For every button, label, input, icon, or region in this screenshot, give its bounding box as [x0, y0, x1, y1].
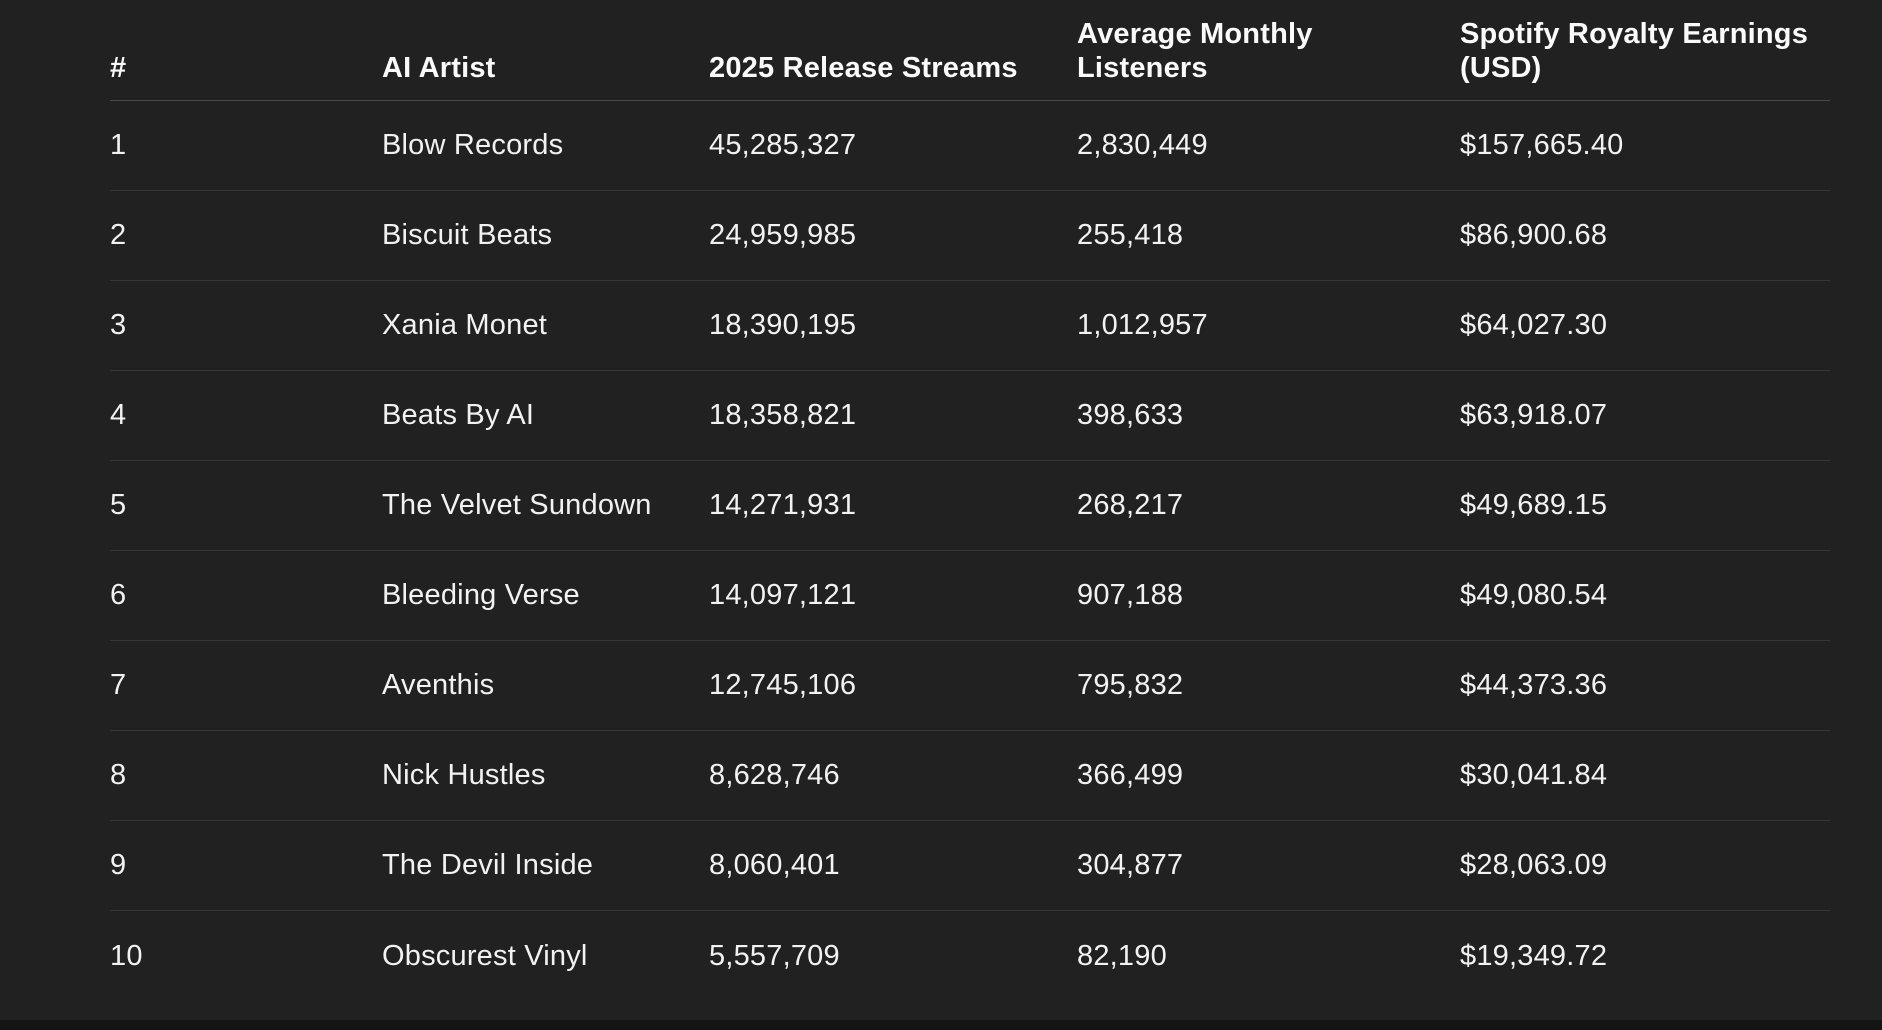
rank-cell: 6 — [110, 579, 127, 611]
table-row: 9 The Devil Inside 8,060,401 304,877 $28… — [110, 821, 1830, 911]
header-earnings-label-line1: Spotify Royalty Earnings — [1460, 18, 1809, 50]
ai-artist-earnings-table: # AI Artist 2025 Release Streams Average… — [110, 0, 1830, 1001]
rank-cell: 4 — [110, 399, 127, 431]
header-listeners: Average Monthly Listeners — [1077, 0, 1460, 100]
earnings-cell: $19,349.72 — [1460, 939, 1608, 972]
rank-cell: 5 — [110, 489, 127, 521]
listeners-cell: 907,188 — [1077, 579, 1184, 611]
header-streams: 2025 Release Streams — [709, 0, 1077, 100]
header-artist-label: AI Artist — [382, 52, 496, 84]
header-listeners-label-line1: Average Monthly — [1077, 18, 1313, 50]
artist-cell: Nick Hustles — [382, 759, 546, 791]
streams-cell: 8,628,746 — [709, 759, 840, 791]
earnings-cell: $157,665.40 — [1460, 129, 1624, 161]
listeners-cell: 398,633 — [1077, 399, 1184, 431]
table-row: 5 The Velvet Sundown 14,271,931 268,217 … — [110, 461, 1830, 551]
viewport-bottom-strip — [0, 1020, 1882, 1030]
listeners-cell: 1,012,957 — [1077, 309, 1208, 341]
header-earnings: Spotify Royalty Earnings (USD) — [1460, 0, 1830, 100]
rank-cell: 2 — [110, 219, 127, 251]
rank-cell: 9 — [110, 849, 127, 881]
earnings-cell: $30,041.84 — [1460, 759, 1608, 791]
listeners-cell: 795,832 — [1077, 669, 1184, 701]
header-rank: # — [110, 0, 382, 100]
earnings-cell: $86,900.68 — [1460, 219, 1608, 251]
earnings-cell: $49,080.54 — [1460, 579, 1608, 611]
artist-cell: Biscuit Beats — [382, 219, 553, 251]
header-artist: AI Artist — [382, 0, 709, 100]
streams-cell: 24,959,985 — [709, 219, 857, 251]
streams-cell: 8,060,401 — [709, 849, 840, 881]
artist-cell: Xania Monet — [382, 309, 548, 341]
artist-cell: Bleeding Verse — [382, 579, 580, 611]
header-streams-label: 2025 Release Streams — [709, 52, 1018, 84]
streams-cell: 14,097,121 — [709, 579, 857, 611]
artist-cell: Aventhis — [382, 669, 495, 701]
streams-cell: 5,557,709 — [709, 939, 840, 972]
listeners-cell: 82,190 — [1077, 939, 1167, 972]
artist-cell: The Devil Inside — [382, 849, 594, 881]
table-row: 2 Biscuit Beats 24,959,985 255,418 $86,9… — [110, 191, 1830, 281]
artist-cell: Blow Records — [382, 129, 564, 161]
streams-cell: 45,285,327 — [709, 129, 857, 161]
earnings-cell: $49,689.15 — [1460, 489, 1608, 521]
streams-cell: 14,271,931 — [709, 489, 857, 521]
rank-cell: 1 — [110, 129, 127, 161]
table-row: 8 Nick Hustles 8,628,746 366,499 $30,041… — [110, 731, 1830, 821]
streams-cell: 18,390,195 — [709, 309, 857, 341]
listeners-cell: 2,830,449 — [1077, 129, 1208, 161]
table-row: 7 Aventhis 12,745,106 795,832 $44,373.36 — [110, 641, 1830, 731]
listeners-cell: 366,499 — [1077, 759, 1184, 791]
streams-cell: 18,358,821 — [709, 399, 857, 431]
table-row: 10 Obscurest Vinyl 5,557,709 82,190 $19,… — [110, 911, 1830, 1001]
earnings-cell: $64,027.30 — [1460, 309, 1608, 341]
listeners-cell: 304,877 — [1077, 849, 1184, 881]
rank-cell: 3 — [110, 309, 127, 341]
table-row: 3 Xania Monet 18,390,195 1,012,957 $64,0… — [110, 281, 1830, 371]
rank-cell: 10 — [110, 939, 143, 972]
header-rank-label: # — [110, 52, 127, 84]
artist-cell: Beats By AI — [382, 399, 535, 431]
rank-cell: 8 — [110, 759, 127, 791]
rank-cell: 7 — [110, 669, 127, 701]
earnings-cell: $28,063.09 — [1460, 849, 1608, 881]
earnings-cell: $44,373.36 — [1460, 669, 1608, 701]
table-row: 1 Blow Records 45,285,327 2,830,449 $157… — [110, 101, 1830, 191]
earnings-cell: $63,918.07 — [1460, 399, 1608, 431]
listeners-cell: 268,217 — [1077, 489, 1184, 521]
table-row: 6 Bleeding Verse 14,097,121 907,188 $49,… — [110, 551, 1830, 641]
header-earnings-label-line2: (USD) — [1460, 52, 1542, 84]
table-row: 4 Beats By AI 18,358,821 398,633 $63,918… — [110, 371, 1830, 461]
table-header-row: # AI Artist 2025 Release Streams Average… — [110, 0, 1830, 101]
listeners-cell: 255,418 — [1077, 219, 1184, 251]
artist-cell: The Velvet Sundown — [382, 489, 652, 521]
streams-cell: 12,745,106 — [709, 669, 857, 701]
table-body: 1 Blow Records 45,285,327 2,830,449 $157… — [110, 101, 1830, 1001]
artist-cell: Obscurest Vinyl — [382, 939, 588, 972]
header-listeners-label-line2: Listeners — [1077, 52, 1208, 84]
